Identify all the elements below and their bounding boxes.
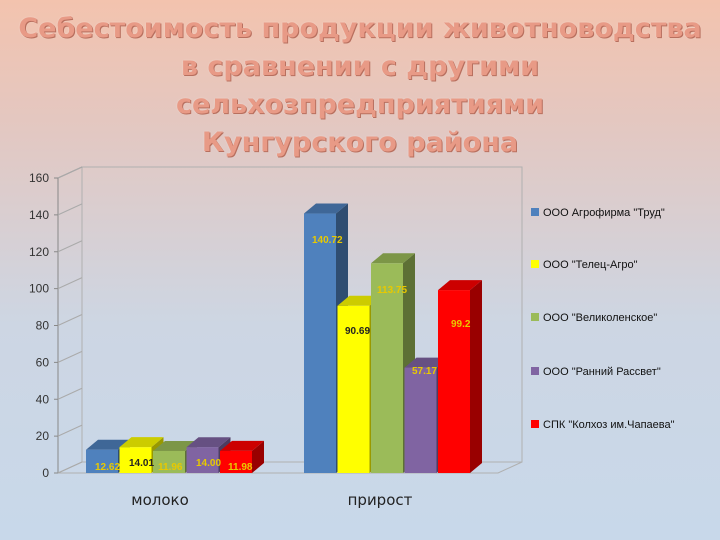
legend-label: ООО "Ранний Рассвет" xyxy=(543,366,661,378)
data-label: 113.75 xyxy=(377,285,407,296)
data-label: 11.96 xyxy=(158,462,183,473)
bar-side xyxy=(470,280,482,473)
bar xyxy=(220,440,264,473)
x-category-label: молоко xyxy=(131,491,189,509)
y-tick-label: 60 xyxy=(36,355,50,369)
bar-top xyxy=(371,253,415,264)
bar-front xyxy=(119,447,152,473)
bar-front xyxy=(371,263,403,473)
bar-top xyxy=(119,437,164,448)
legend-label: ООО Агрофирма "Труд" xyxy=(543,207,665,219)
data-label: 90.69 xyxy=(345,326,370,337)
legend-label: ООО "Телец-Агро" xyxy=(543,259,638,271)
page-title: Себестоимость продукции животноводства в… xyxy=(0,10,720,162)
legend-label: СПК "Колхоз им.Чапаева" xyxy=(543,419,675,431)
legend-swatch xyxy=(531,420,539,428)
bar-front xyxy=(153,450,185,473)
bar-top xyxy=(438,280,482,291)
x-category-label: прирост xyxy=(348,491,413,509)
y-tick-depth xyxy=(57,424,83,437)
data-label: 14.01 xyxy=(129,458,154,469)
bar-front xyxy=(86,449,118,473)
y-tick-depth xyxy=(57,461,83,474)
y-tick-label: 140 xyxy=(29,208,49,222)
y-tick-label: 100 xyxy=(29,282,49,296)
legend-entry: ООО "Телец-Агро" xyxy=(531,259,638,271)
y-tick-depth xyxy=(57,350,83,363)
bar-front xyxy=(404,367,437,473)
bar-front xyxy=(186,447,219,473)
data-label: 14.00 xyxy=(196,458,221,469)
y-tick-depth xyxy=(57,166,83,179)
y-tick-label: 120 xyxy=(29,245,49,259)
bar-top xyxy=(304,203,348,214)
y-tick-depth xyxy=(57,203,83,216)
legend-swatch xyxy=(531,367,539,375)
bar-top xyxy=(86,439,130,450)
bar-front xyxy=(438,290,470,473)
legend-entry: ООО "Великоленское" xyxy=(531,312,657,324)
legend-entry: ООО Агрофирма "Труд" xyxy=(531,207,665,219)
bar-top xyxy=(404,357,449,368)
legend-label: ООО "Великоленское" xyxy=(543,312,657,324)
legend-swatch xyxy=(531,313,539,321)
bar xyxy=(438,280,482,473)
y-tick-label: 20 xyxy=(36,429,50,443)
legend-entry: ООО "Ранний Рассвет" xyxy=(531,366,661,378)
y-tick-depth xyxy=(57,314,83,326)
title-line-3: Кунгурского района xyxy=(201,127,519,158)
title-line-2: в сравнении с другими сельхозпредприятия… xyxy=(175,51,545,120)
bar-front xyxy=(304,213,336,474)
legend-swatch xyxy=(531,260,539,268)
legend-entry: СПК "Колхоз им.Чапаева" xyxy=(531,419,675,431)
bar-top xyxy=(337,295,382,306)
y-tick-depth xyxy=(57,240,83,253)
y-tick-label: 0 xyxy=(42,466,49,480)
y-tick-label: 160 xyxy=(29,171,49,185)
bar-front xyxy=(337,305,370,473)
data-label: 11.98 xyxy=(228,462,253,473)
bar xyxy=(371,253,415,473)
bar-front xyxy=(220,450,252,473)
legend-swatch xyxy=(531,208,539,216)
bar-top xyxy=(220,440,264,451)
bar-side xyxy=(252,440,264,473)
y-tick-label: 40 xyxy=(36,392,50,406)
data-label: 57.17 xyxy=(412,366,437,377)
bar-top xyxy=(186,437,231,448)
title-line-1: Себестоимость продукции животноводства xyxy=(18,13,702,44)
y-tick-depth xyxy=(57,387,83,400)
data-label: 99.2 xyxy=(451,319,471,330)
data-label: 140.72 xyxy=(312,235,343,246)
y-tick-depth xyxy=(57,277,83,290)
data-label: 12.62 xyxy=(95,462,120,473)
y-tick-label: 80 xyxy=(36,319,50,333)
bar-top xyxy=(153,440,197,451)
